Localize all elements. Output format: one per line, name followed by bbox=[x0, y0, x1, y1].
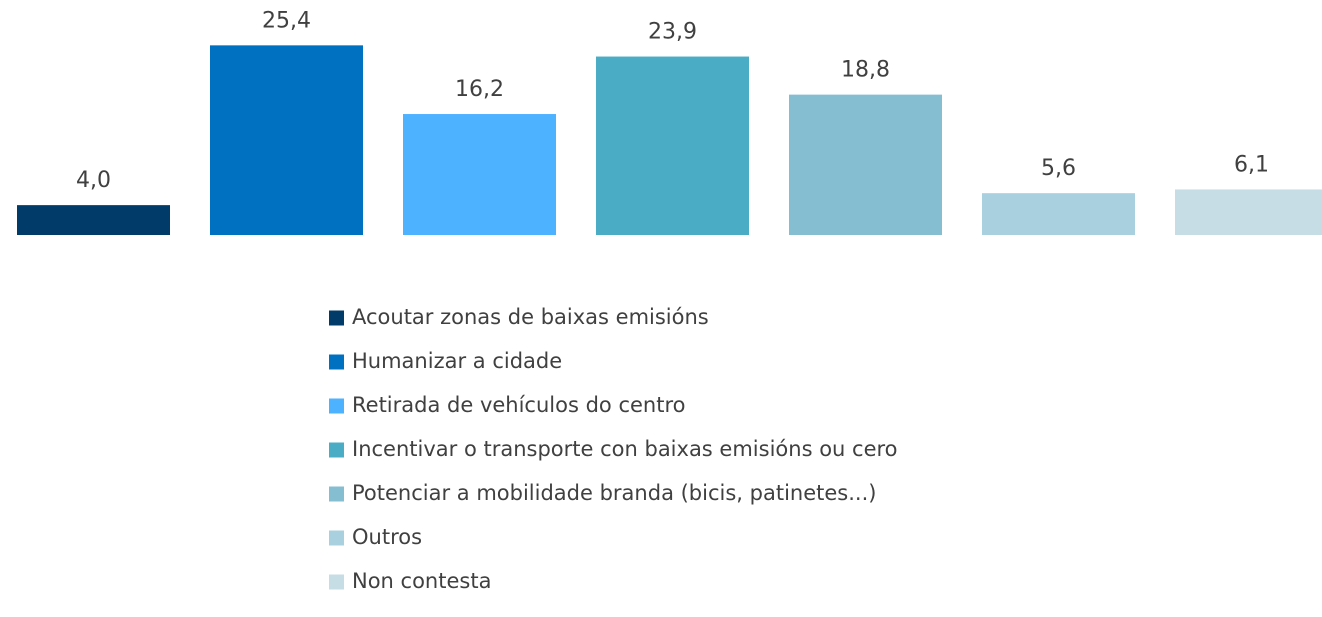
bar bbox=[1175, 189, 1322, 235]
value-label: 4,0 bbox=[76, 168, 111, 193]
legend-label: Potenciar a mobilidade branda (bicis, pa… bbox=[352, 481, 876, 505]
legend-label: Outros bbox=[352, 525, 422, 549]
legend-label: Retirada de vehículos do centro bbox=[352, 393, 685, 417]
legend-swatch bbox=[329, 354, 344, 370]
value-label: 18,8 bbox=[841, 58, 890, 83]
legend-label: Acoutar zonas de baixas emisións bbox=[352, 305, 709, 329]
legend-swatch bbox=[329, 310, 344, 326]
legend-label: Incentivar o transporte con baixas emisi… bbox=[352, 437, 898, 461]
legend-label: Non contesta bbox=[352, 569, 491, 593]
legend-swatch bbox=[329, 530, 344, 546]
bar bbox=[596, 56, 749, 236]
value-label: 23,9 bbox=[648, 20, 697, 45]
legend-swatch bbox=[329, 398, 344, 414]
legend-swatch bbox=[329, 574, 344, 590]
bar bbox=[17, 205, 170, 235]
value-label: 25,4 bbox=[262, 8, 311, 33]
legend-label: Humanizar a cidade bbox=[352, 349, 562, 373]
legend-swatch bbox=[329, 486, 344, 502]
bar bbox=[403, 114, 556, 235]
bar bbox=[982, 193, 1135, 235]
value-label: 5,6 bbox=[1041, 156, 1076, 181]
value-label: 16,2 bbox=[455, 77, 504, 102]
bar bbox=[210, 45, 363, 236]
bar bbox=[789, 94, 942, 235]
value-label: 6,1 bbox=[1234, 152, 1269, 177]
legend-swatch bbox=[329, 442, 344, 458]
